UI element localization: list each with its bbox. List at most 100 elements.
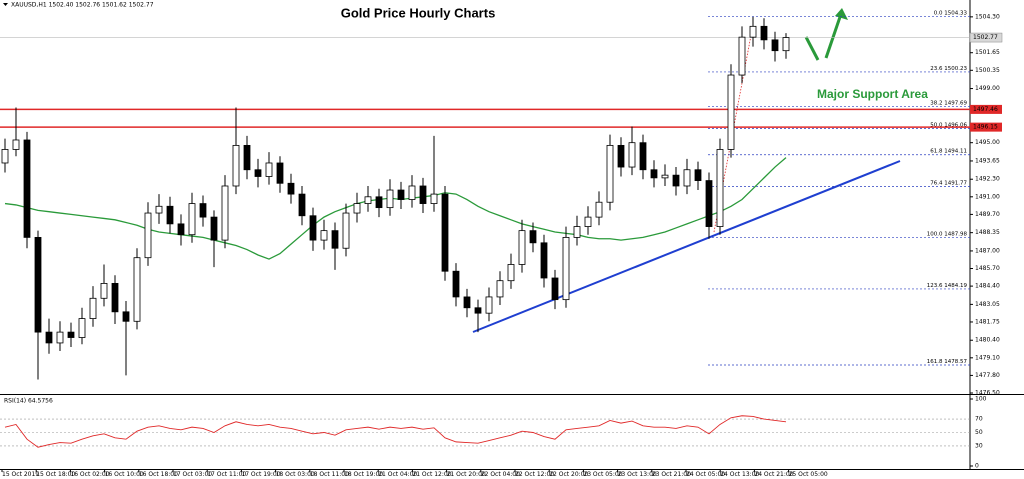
y-tick-label: 1484.40 <box>975 283 1000 290</box>
rsi-tick-label: 30 <box>975 442 983 449</box>
y-tick-label: 1488.35 <box>975 229 1000 236</box>
candle-body <box>419 185 427 204</box>
candle-body <box>386 189 394 209</box>
x-tick-label: 25 Oct 05:00 <box>789 471 828 478</box>
y-tick-label: 1480.40 <box>975 337 1000 344</box>
rsi-line <box>4 415 787 448</box>
candle-body <box>276 162 284 184</box>
candle-body <box>771 39 779 52</box>
x-tick-label: 23 Oct 05:00 <box>583 471 622 478</box>
candle-body <box>716 149 724 227</box>
arrow-head <box>835 8 848 20</box>
candle-body <box>683 169 691 187</box>
candle-body <box>1 149 9 164</box>
level-box <box>970 104 1002 114</box>
candle-body <box>298 193 306 217</box>
fib-label: 123.6 1484.19 <box>927 283 968 289</box>
fib-label: 50.0 1496.06 <box>930 122 967 128</box>
x-tick-label: 17 Oct 11:00 <box>207 471 246 478</box>
candle-body <box>12 139 20 150</box>
arrow-stroke <box>824 13 843 59</box>
candle-body <box>210 216 218 241</box>
candle-body <box>738 36 746 76</box>
rsi-tick-label: 100 <box>975 396 987 403</box>
level-label: 1496.15 <box>973 124 998 131</box>
y-tick-label: 1504.30 <box>975 13 1000 20</box>
y-tick-label: 1492.30 <box>975 176 1000 183</box>
candle-body <box>122 311 130 322</box>
candle-body <box>111 283 119 313</box>
x-tick-label: 24 Oct 05:00 <box>686 471 725 478</box>
candle-body <box>23 139 31 238</box>
fib-label: 23.6 1500.23 <box>930 66 967 72</box>
x-tick-label: 23 Oct 21:00 <box>652 471 691 478</box>
y-tick-label: 1501.65 <box>975 49 1000 56</box>
current-price-label: 1502.77 <box>973 34 998 41</box>
candle-body <box>133 257 141 322</box>
candle-body <box>287 182 295 195</box>
candle-body <box>254 169 262 177</box>
candle-body <box>331 230 339 249</box>
candle-body <box>309 215 317 241</box>
fib-label: 100.0 1487.98 <box>927 232 968 238</box>
candle-body <box>243 144 251 171</box>
fib-label: 161.8 1478.57 <box>927 359 968 365</box>
candle-body <box>232 144 240 187</box>
rsi-label: RSI(14) 64.5756 <box>4 398 53 405</box>
candle-body <box>375 196 383 209</box>
x-tick-label: 15 Oct 18:00 <box>36 471 75 478</box>
candle-body <box>694 169 702 181</box>
x-tick-label: 15 Oct 2019 <box>2 471 39 478</box>
fib-label: 61.8 1494.11 <box>930 149 967 155</box>
x-tick-label: 21 Oct 20:00 <box>447 471 486 478</box>
candle-body <box>34 236 42 333</box>
fib-label: 38.2 1497.69 <box>930 100 967 106</box>
candle-body <box>496 280 504 298</box>
candle-body <box>661 174 669 179</box>
candle-body <box>221 185 229 241</box>
candle-body <box>507 264 515 282</box>
level-box <box>970 122 1002 132</box>
candle-body <box>155 205 163 214</box>
candle-body <box>639 142 647 171</box>
candle-body <box>100 283 108 299</box>
x-tick-label: 22 Oct 04:00 <box>481 471 520 478</box>
x-tick-label: 21 Oct 04:00 <box>378 471 417 478</box>
annotation: Major Support Area <box>817 87 928 101</box>
candle-body <box>518 230 526 265</box>
chart-title: Gold Price Hourly Charts <box>341 5 496 20</box>
candle-body <box>353 203 361 214</box>
candle-body <box>342 212 350 249</box>
fib-label: 76.4 1491.77 <box>930 180 967 186</box>
candle-body <box>529 230 537 244</box>
y-tick-label: 1500.35 <box>975 67 1000 74</box>
candle-body <box>628 142 636 168</box>
y-tick-label: 1476.50 <box>975 390 1000 397</box>
candle-body <box>199 203 207 218</box>
candle-body <box>78 318 86 338</box>
y-tick-label: 1479.10 <box>975 354 1000 361</box>
candle-body <box>144 212 152 259</box>
x-tick-label: 16 Oct 02:00 <box>70 471 109 478</box>
candle-body <box>89 297 97 319</box>
candle-body <box>650 169 658 179</box>
candle-body <box>463 296 471 309</box>
trend-line <box>472 160 901 333</box>
y-tick-label: 1495.00 <box>975 139 1000 146</box>
fib-label: 0.0 1504.33 <box>934 10 968 16</box>
y-tick-label: 1487.00 <box>975 247 1000 254</box>
y-tick-label: 1489.70 <box>975 211 1000 218</box>
symbol-header: XAUUSD,H1 1502.40 1502.76 1501.62 1502.7… <box>11 2 154 9</box>
candle-body <box>56 331 64 344</box>
x-tick-label: 21 Oct 12:00 <box>412 471 451 478</box>
y-tick-label: 1493.65 <box>975 157 1000 164</box>
candle-body <box>364 196 372 204</box>
rsi-tick-label: 0 <box>975 463 979 470</box>
x-tick-label: 16 Oct 10:00 <box>105 471 144 478</box>
candle-body <box>166 205 174 225</box>
candle-body <box>760 25 768 41</box>
candle-body <box>562 236 570 301</box>
level-label: 1497.46 <box>973 106 998 113</box>
y-tick-label: 1481.75 <box>975 318 1000 325</box>
